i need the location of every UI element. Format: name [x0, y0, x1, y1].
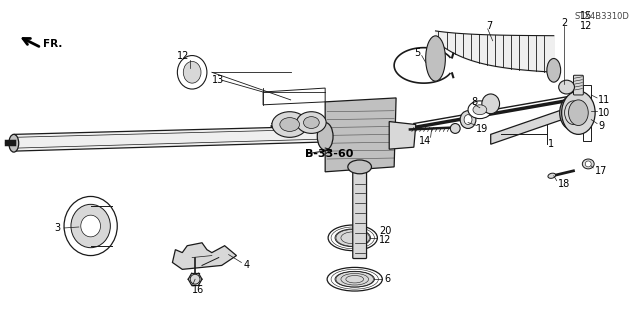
Ellipse shape: [296, 112, 326, 133]
Text: 8: 8: [471, 97, 477, 107]
Ellipse shape: [183, 62, 201, 83]
Ellipse shape: [317, 122, 333, 150]
Text: 12: 12: [380, 235, 392, 245]
Ellipse shape: [548, 173, 556, 178]
Ellipse shape: [547, 58, 561, 82]
Text: 20: 20: [380, 226, 392, 236]
Ellipse shape: [559, 95, 588, 130]
Text: 12: 12: [580, 21, 593, 31]
Ellipse shape: [426, 36, 445, 81]
Text: 9: 9: [598, 122, 604, 131]
Text: 3: 3: [54, 223, 60, 233]
FancyBboxPatch shape: [353, 163, 367, 258]
Polygon shape: [172, 243, 237, 269]
Ellipse shape: [335, 229, 371, 247]
Ellipse shape: [473, 105, 487, 115]
Text: 18: 18: [557, 179, 570, 189]
Text: STX4B3310D: STX4B3310D: [575, 11, 629, 21]
Ellipse shape: [562, 91, 595, 134]
Ellipse shape: [468, 101, 492, 119]
Circle shape: [451, 123, 460, 133]
Text: 6: 6: [384, 274, 390, 284]
Text: 13: 13: [212, 75, 224, 85]
Ellipse shape: [460, 111, 476, 129]
Ellipse shape: [482, 94, 500, 114]
Text: 10: 10: [598, 108, 611, 118]
Text: 11: 11: [598, 95, 611, 105]
Ellipse shape: [272, 112, 307, 137]
Polygon shape: [389, 122, 416, 149]
Text: FR.: FR.: [44, 39, 63, 49]
Ellipse shape: [586, 161, 591, 167]
Ellipse shape: [464, 115, 472, 124]
Text: 4: 4: [243, 260, 250, 271]
Circle shape: [190, 274, 200, 284]
Ellipse shape: [328, 225, 378, 251]
FancyBboxPatch shape: [573, 75, 583, 95]
Polygon shape: [14, 125, 350, 151]
Ellipse shape: [71, 204, 110, 248]
Ellipse shape: [327, 267, 382, 291]
Text: 15: 15: [580, 11, 593, 21]
Ellipse shape: [564, 101, 582, 124]
Ellipse shape: [568, 100, 588, 125]
Text: 12: 12: [177, 50, 189, 61]
Polygon shape: [491, 105, 577, 144]
Text: 2: 2: [562, 18, 568, 28]
Ellipse shape: [303, 117, 319, 129]
Ellipse shape: [64, 197, 117, 256]
Ellipse shape: [177, 56, 207, 89]
Text: B-33-60: B-33-60: [305, 149, 354, 159]
Text: 17: 17: [595, 166, 607, 176]
Ellipse shape: [559, 80, 575, 94]
Ellipse shape: [280, 118, 300, 131]
Polygon shape: [325, 98, 396, 172]
Ellipse shape: [335, 271, 374, 287]
Text: 7: 7: [486, 21, 492, 31]
Ellipse shape: [348, 160, 371, 174]
Text: 16: 16: [192, 285, 204, 295]
Text: 1: 1: [548, 139, 554, 149]
Ellipse shape: [9, 134, 19, 152]
Text: 19: 19: [476, 124, 488, 134]
Text: 14: 14: [419, 136, 431, 146]
Ellipse shape: [582, 159, 594, 169]
Ellipse shape: [81, 215, 100, 237]
Text: 5: 5: [414, 48, 420, 58]
